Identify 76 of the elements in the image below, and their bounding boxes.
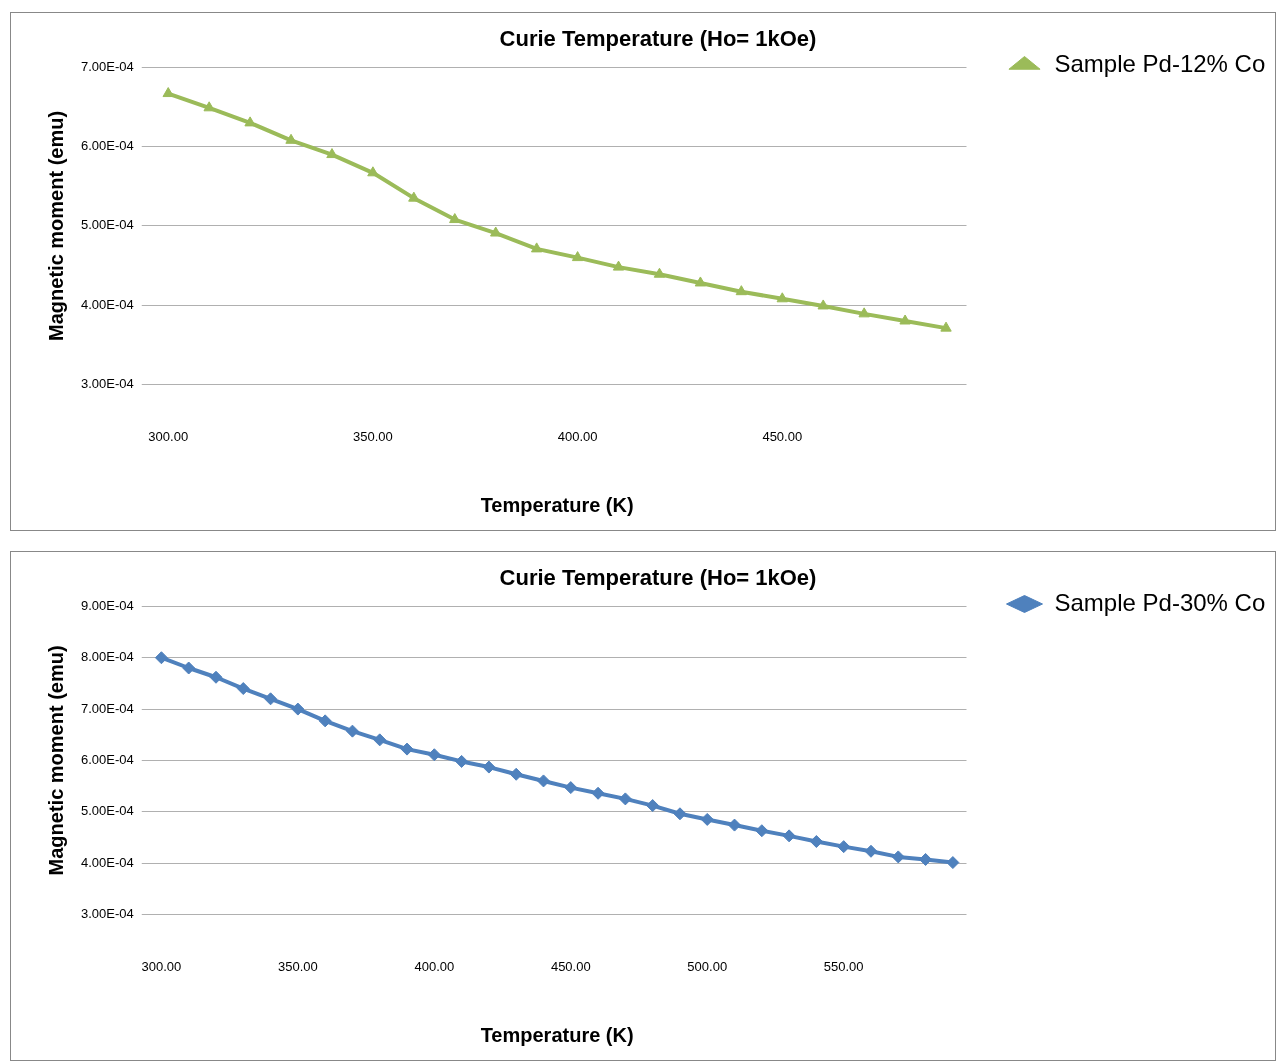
y-tick-label: 7.00E-04 [81,58,134,74]
chart-title: Curie Temperature (Ho= 1kOe) [499,565,817,591]
point [864,844,878,858]
point [291,702,305,716]
point [482,760,496,774]
y-tick-label: 3.00E-04 [81,375,134,391]
point [182,661,196,675]
point [530,242,543,253]
point [940,321,952,332]
point [653,267,666,278]
y-axis-title: Magnetic moment (emu) [44,110,67,341]
x-axis-title: Temperature (K) [480,493,634,516]
point [318,714,332,728]
legend-label: Sample Pd-12% Co [1054,49,1266,77]
x-tick-label: 350.00 [277,958,318,974]
x-tick-label: 500.00 [687,958,728,974]
point [612,260,625,271]
point [735,285,748,296]
point [564,781,578,795]
point [373,733,387,747]
x-axis-title: Temperature (K) [480,1023,634,1046]
point [809,835,823,849]
point [536,774,550,788]
point [618,792,632,806]
x-tick-label: 450.00 [762,428,803,444]
point [236,682,250,696]
point [591,786,605,800]
point [571,251,584,262]
x-tick-label: 400.00 [557,428,598,444]
point [427,748,441,762]
y-tick-label: 4.00E-04 [81,854,134,870]
x-tick-label: 300.00 [141,958,182,974]
point [694,276,707,287]
y-tick-label: 3.00E-04 [81,905,134,921]
x-tick-label: 450.00 [550,958,591,974]
x-tick-label: 400.00 [414,958,455,974]
y-tick-label: 7.00E-04 [81,700,134,716]
point [646,799,660,813]
point [946,856,960,870]
legend-label: Sample Pd-30% Co [1054,588,1266,616]
point [891,850,905,864]
point [162,87,174,98]
x-tick-label: 300.00 [148,428,189,444]
y-tick-label: 5.00E-04 [81,217,134,233]
y-tick-label: 8.00E-04 [81,649,134,665]
point [817,299,829,310]
point [700,812,714,826]
point [728,818,742,832]
point [782,829,796,843]
point [919,852,933,866]
point [776,292,788,303]
point [899,314,911,325]
point [837,840,851,854]
point [755,824,769,838]
point [449,213,461,224]
x-tick-label: 550.00 [823,958,864,974]
point [509,767,523,781]
point [203,101,215,112]
point [367,166,379,177]
point [455,754,469,768]
chart-title: Curie Temperature (Ho= 1kOe) [499,26,817,52]
y-tick-label: 9.00E-04 [81,597,134,613]
point [264,692,278,706]
x-tick-label: 350.00 [353,428,393,444]
point [209,670,223,684]
point [244,116,256,127]
y-axis-title: Magnetic moment (emu) [44,645,67,876]
y-tick-label: 5.00E-04 [81,803,134,819]
y-tick-label: 6.00E-04 [81,751,134,767]
point [400,742,414,756]
y-tick-label: 6.00E-04 [81,138,134,154]
point [345,724,359,738]
point [154,651,168,665]
point [858,307,870,318]
point [673,807,687,821]
y-tick-label: 4.00E-04 [81,296,134,312]
